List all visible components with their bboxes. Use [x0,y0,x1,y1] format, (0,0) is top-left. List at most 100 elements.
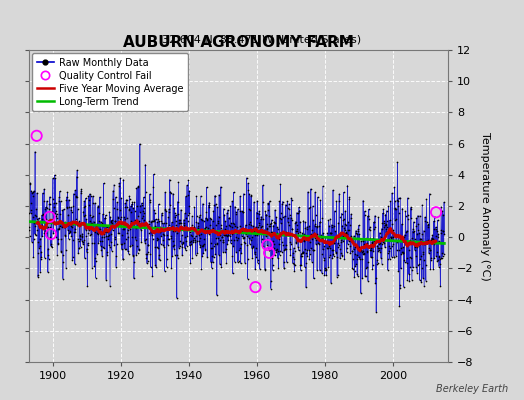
Point [141,161,149,168]
Point [75,245,83,251]
Point [367,254,376,260]
Point [176,217,184,224]
Point [372,238,380,244]
Point [41,230,50,236]
Point [111,218,119,224]
Point [276,248,284,255]
Point [191,238,199,245]
Point [84,242,92,248]
Point [425,190,434,197]
Point [392,206,400,213]
Point [82,216,90,223]
Point [285,201,293,207]
Point [393,197,401,204]
Point [279,198,287,205]
Point [305,255,314,262]
Point [67,223,75,229]
Point [116,214,125,220]
Point [293,222,301,228]
Point [238,227,246,234]
Point [301,224,310,231]
Point [304,247,313,253]
Point [254,257,262,263]
Point [180,221,188,228]
Point [113,199,122,206]
Point [88,240,96,246]
Point [132,252,140,258]
Point [321,233,330,240]
Point [348,265,356,272]
Point [358,250,367,257]
Point [275,236,283,243]
Point [84,193,93,199]
Point [185,229,194,235]
Point [159,220,168,226]
Point [101,229,109,236]
Point [301,246,309,252]
Point [303,226,311,232]
Point [283,218,292,225]
Point [157,218,166,224]
Point [424,238,433,244]
Point [257,229,265,235]
Point [34,250,42,257]
Point [211,192,219,199]
Title: AUBURN AGRONOMY FARM: AUBURN AGRONOMY FARM [123,35,354,50]
Point [293,230,302,236]
Point [29,189,37,195]
Point [215,192,223,198]
Point [151,244,159,250]
Point [188,222,196,228]
Point [213,240,221,246]
Point [134,183,143,190]
Point [350,233,358,239]
Point [252,245,260,251]
Point [167,233,175,239]
Point [36,236,45,242]
Point [123,204,132,210]
Point [431,226,440,232]
Point [401,238,409,244]
Point [195,235,204,241]
Point [403,276,411,283]
Point [159,236,168,243]
Point [417,252,425,259]
Point [277,220,285,227]
Point [229,243,237,249]
Point [158,230,167,237]
Point [91,274,100,281]
Point [206,215,214,221]
Point [241,240,249,246]
Point [25,210,34,216]
Point [167,265,176,272]
Point [41,228,49,234]
Point [143,224,151,230]
Point [326,230,335,236]
Point [292,239,300,246]
Point [382,226,390,232]
Point [117,221,125,227]
Point [435,263,443,270]
Point [233,237,241,244]
Point [262,211,270,218]
Point [304,205,313,211]
Point [422,238,430,244]
Point [361,212,369,218]
Point [272,247,280,253]
Point [358,275,366,282]
Point [87,231,95,237]
Point [356,247,365,254]
Point [207,216,215,222]
Point [414,226,422,233]
Point [168,219,176,226]
Point [335,198,343,204]
Point [149,171,158,178]
Point [384,250,392,256]
Point [89,213,97,219]
Point [148,236,157,242]
Point [375,247,383,253]
Point [332,250,340,256]
Point [265,222,274,229]
Point [266,229,275,236]
Point [430,218,438,224]
